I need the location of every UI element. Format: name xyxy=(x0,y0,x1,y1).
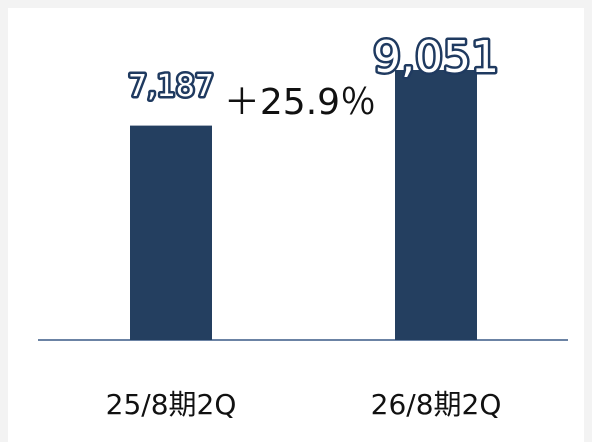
x-tick-label: 25/8期2Q xyxy=(106,388,237,421)
chart-area xyxy=(8,8,584,442)
value-label: 7,187 xyxy=(128,69,214,104)
bar xyxy=(130,125,212,340)
bar xyxy=(395,70,477,340)
x-tick-label: 26/8期2Q xyxy=(371,388,502,421)
annotation: ＋25.9％ xyxy=(224,82,376,123)
value-label: 9,051 xyxy=(373,32,499,83)
